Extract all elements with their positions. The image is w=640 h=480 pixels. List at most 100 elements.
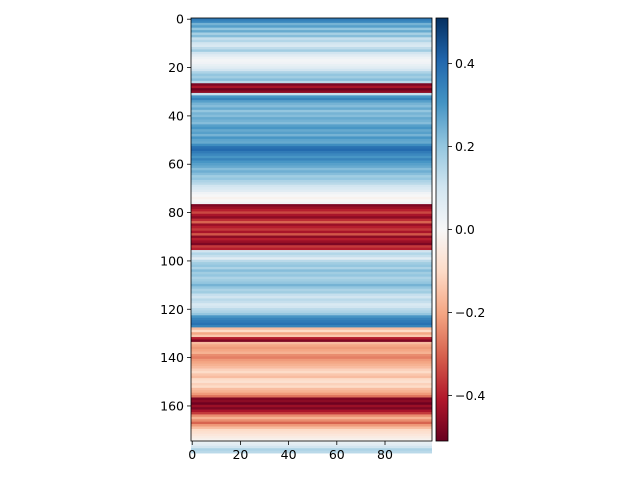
heatmap-row <box>191 366 432 369</box>
heatmap-row <box>191 126 432 130</box>
heatmap-row <box>191 92 432 96</box>
heatmap-row <box>191 179 432 183</box>
heatmap-cells <box>191 18 432 454</box>
heatmap-row <box>191 291 432 294</box>
x-axis: 0 20 40 60 80 <box>188 441 393 462</box>
heatmap-row <box>191 80 432 84</box>
heatmap-row <box>191 56 432 60</box>
heatmap-row <box>191 184 432 188</box>
heatmap-row <box>191 213 432 217</box>
heatmap-row <box>191 310 432 314</box>
heatmap-row <box>191 95 432 99</box>
heatmap-row <box>191 182 432 186</box>
colorbar-tick-label: −0.2 <box>455 305 485 320</box>
heatmap-row <box>191 341 432 345</box>
heatmap-row <box>191 158 432 161</box>
heatmap-row <box>191 250 432 253</box>
heatmap-row <box>191 254 432 258</box>
heatmap-row <box>191 83 432 87</box>
plot-frame <box>190 17 433 442</box>
heatmap-row <box>191 240 432 244</box>
heatmap-row <box>191 196 432 200</box>
heatmap-row <box>191 187 432 190</box>
x-tick-label: 20 <box>232 447 248 462</box>
colorbar-tick-label: 0.0 <box>455 222 475 237</box>
heatmap-row <box>191 63 432 67</box>
heatmap-row <box>191 315 432 319</box>
heatmap-row <box>191 68 432 72</box>
heatmap-row <box>191 368 432 372</box>
heatmap-row <box>191 247 432 251</box>
heatmap-row <box>191 375 432 379</box>
heatmap-row <box>191 332 432 335</box>
heatmap-row <box>191 51 432 55</box>
heatmap-row <box>191 443 432 447</box>
x-tick-label: 80 <box>377 447 393 462</box>
heatmap-row <box>191 27 432 31</box>
heatmap-row <box>191 141 432 145</box>
heatmap-row <box>191 78 432 82</box>
heatmap-row <box>191 407 432 410</box>
heatmap-row <box>191 30 432 33</box>
heatmap-row <box>191 206 432 210</box>
heatmap-row <box>191 114 432 118</box>
heatmap-row <box>191 175 432 178</box>
y-tick-label: 80 <box>168 205 184 220</box>
heatmap-row <box>191 392 432 396</box>
heatmap-row <box>191 150 432 154</box>
heatmap-row <box>191 322 432 326</box>
heatmap-row <box>191 298 432 302</box>
heatmap-row <box>191 300 432 304</box>
heatmap-row <box>191 448 432 452</box>
heatmap-row <box>191 124 432 128</box>
heatmap-row <box>191 131 432 135</box>
heatmap-row <box>191 134 432 137</box>
heatmap-row <box>191 271 432 275</box>
heatmap-row <box>191 380 432 384</box>
heatmap-row <box>191 351 432 355</box>
heatmap-row <box>191 107 432 111</box>
heatmap-row <box>191 414 432 418</box>
heatmap-row <box>191 121 432 125</box>
heatmap-row <box>191 419 432 423</box>
y-tick-label: 60 <box>168 157 184 172</box>
heatmap-row <box>191 143 432 147</box>
heatmap-row <box>191 390 432 394</box>
heatmap-row <box>191 373 432 377</box>
heatmap-row <box>191 153 432 157</box>
heatmap-row <box>191 450 432 454</box>
heatmap-row <box>191 397 432 401</box>
heatmap-row <box>191 76 432 79</box>
heatmap-row <box>191 424 432 427</box>
heatmap-row <box>191 308 432 311</box>
heatmap-row <box>191 18 432 21</box>
heatmap-row <box>191 426 432 430</box>
heatmap-row <box>191 409 432 413</box>
heatmap-row <box>191 344 432 348</box>
heatmap-row <box>191 109 432 113</box>
heatmap-row <box>191 349 432 352</box>
heatmap-row <box>191 90 432 94</box>
heatmap-row <box>191 262 432 265</box>
heatmap-row <box>191 276 432 280</box>
heatmap-row <box>191 167 432 171</box>
x-tick-label: 0 <box>188 447 196 462</box>
heatmap-row <box>191 129 432 132</box>
heatmap-row <box>191 192 432 195</box>
heatmap-row <box>191 259 432 263</box>
heatmap-row <box>191 305 432 309</box>
heatmap-row <box>191 283 432 287</box>
heatmap-row <box>191 221 432 224</box>
heatmap-row <box>191 295 432 299</box>
heatmap-row <box>191 37 432 41</box>
heatmap-row <box>191 363 432 367</box>
heatmap-row <box>191 274 432 277</box>
heatmap-row <box>191 334 432 338</box>
heatmap-row <box>191 34 432 38</box>
heatmap-row <box>191 317 432 321</box>
heatmap-row <box>191 25 432 29</box>
heatmap-row <box>191 20 432 24</box>
heatmap-row <box>191 155 432 159</box>
heatmap-row <box>191 88 432 91</box>
